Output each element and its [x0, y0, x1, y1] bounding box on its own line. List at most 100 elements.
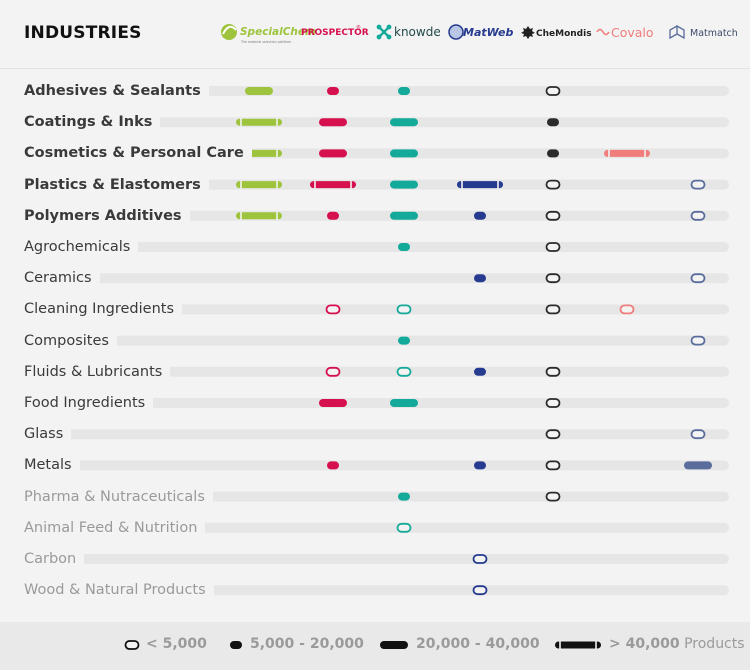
row-label: Food Ingredients [24, 394, 154, 412]
row-track [24, 273, 729, 284]
table-row [24, 460, 729, 471]
mark-prospector [325, 304, 341, 315]
specialchem-logo: SpecialChem [240, 26, 316, 38]
mark-covalo [604, 149, 650, 158]
chemondis-logo-icon [521, 26, 535, 39]
mark-chemondis [545, 86, 561, 96]
mark-chemondis [545, 366, 561, 377]
mark-knowde [390, 211, 418, 220]
mark-matmatch [690, 335, 706, 346]
mark-matweb [472, 585, 488, 596]
table-row [24, 366, 729, 377]
row-label: Composites [24, 331, 117, 350]
legend-label: > 40,000 [609, 636, 680, 652]
row-label: Fluids & Lubricants [24, 362, 171, 381]
mark-matmatch [690, 429, 706, 440]
table-row [24, 429, 729, 440]
mark-chemondis [545, 460, 561, 471]
mark-matmatch [690, 273, 706, 284]
legend-mark [555, 641, 601, 649]
row-label: Adhesives & Sealants [24, 82, 209, 100]
mark-knowde [390, 399, 418, 407]
legend-marks [124, 640, 601, 650]
table-row [24, 117, 729, 128]
row-track [24, 554, 729, 564]
mark-matweb [474, 274, 486, 283]
mark-specialchem_prospector [236, 211, 282, 220]
mark-prospector [319, 118, 347, 127]
legend-mark [124, 640, 140, 650]
chemondis-logo: CheMondis [536, 29, 592, 39]
mark-prospector [327, 87, 339, 95]
row-label: Plastics & Elastomers [24, 175, 209, 194]
mark-matweb [474, 461, 486, 470]
row-label: Carbon [24, 550, 85, 568]
row-label: Wood & Natural Products [24, 581, 214, 600]
mark-knowde [390, 118, 418, 127]
legend-item: > 40,000 Products [609, 636, 745, 652]
legend-item: 20,000 - 40,000 [416, 636, 540, 652]
matweb-logo-icon [448, 24, 464, 40]
row-label: Agrochemicals [24, 238, 139, 256]
mark-prospector [310, 180, 356, 189]
prospector-logo: PROSPECTOR [301, 28, 369, 38]
specialchem-tagline: The material selection platform [240, 40, 291, 44]
mark-prospector [327, 461, 339, 470]
header-bg [0, 0, 750, 68]
row-label: Metals [24, 456, 80, 475]
row-label: Coatings & Inks [24, 113, 161, 132]
chart-rows [24, 86, 729, 596]
mark-chemondis [545, 304, 561, 315]
covalo-logo-icon [596, 28, 610, 36]
mark-prospector [327, 211, 339, 220]
legend-item: < 5,000 [146, 636, 207, 652]
table-row [24, 242, 729, 252]
mark-chemondis [545, 491, 561, 502]
mark-chemondis [547, 118, 559, 127]
prospector-registered-mark: ® [356, 24, 361, 31]
mark-matweb [474, 211, 486, 220]
mark-specialchem_prospector [245, 87, 273, 95]
knowde-logo: knowde [394, 25, 441, 39]
mark-specialchem_prospector [236, 180, 282, 189]
mark-knowde [398, 492, 410, 501]
matmatch-logo-icon [669, 24, 685, 40]
legend-label: 5,000 - 20,000 [250, 636, 364, 652]
legend-label: 20,000 - 40,000 [416, 636, 540, 652]
mark-prospector [319, 399, 347, 407]
mark-knowde [398, 87, 410, 95]
matmatch-logo: Matmatch [690, 28, 738, 39]
mark-knowde [398, 336, 410, 345]
mark-prospector [319, 149, 347, 158]
row-label: Animal Feed & Nutrition [24, 518, 206, 537]
row-label: Pharma & Nutraceuticals [24, 487, 213, 506]
mark-matweb [474, 367, 486, 376]
row-label: Ceramics [24, 269, 100, 288]
matweb-logo: MatWeb [463, 26, 514, 39]
row-track [24, 460, 729, 471]
table-row [24, 554, 729, 564]
mark-chemondis [547, 149, 559, 158]
table-row [24, 304, 729, 315]
table-row [24, 273, 729, 284]
knowde-logo-icon [376, 24, 392, 40]
table-row [24, 398, 729, 408]
mark-prospector [325, 366, 341, 377]
mark-chemondis [545, 273, 561, 284]
mark-matmatch [684, 461, 712, 470]
row-label: Cosmetics & Personal Care [24, 144, 252, 163]
table-row [24, 335, 729, 346]
mark-chemondis [545, 429, 561, 440]
mark-knowde [396, 522, 412, 533]
mark-chemondis [545, 242, 561, 252]
row-label: Polymers Additives [24, 206, 190, 225]
mark-chemondis [545, 179, 561, 190]
mark-matmatch [690, 179, 706, 190]
covalo-logo: Covalo [611, 25, 654, 40]
mark-knowde [396, 366, 412, 377]
row-label: Glass [24, 425, 72, 444]
legend-unit: Products [679, 636, 745, 652]
mark-knowde [390, 149, 418, 158]
legend-mark [230, 641, 242, 649]
